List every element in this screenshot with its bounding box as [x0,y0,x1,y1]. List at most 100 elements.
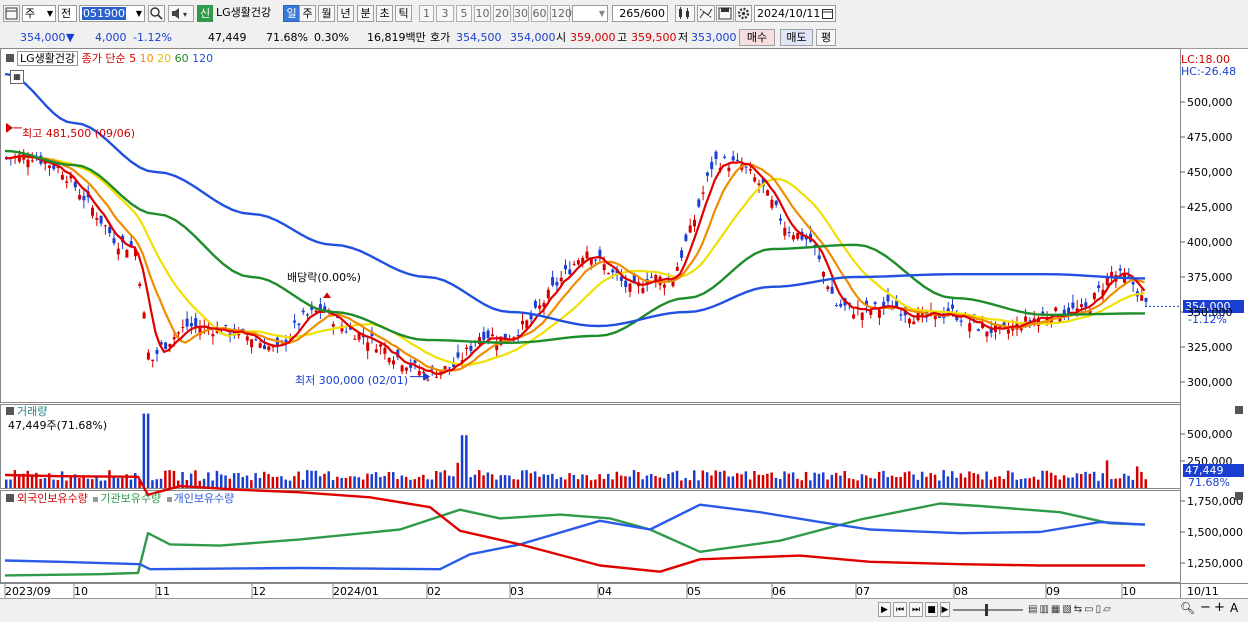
volume-bar [968,471,971,488]
interval-input[interactable]: ▼ [572,5,608,22]
period-tab-5[interactable]: 초 [376,5,393,22]
font-size-button[interactable]: A [1230,601,1239,615]
panel-icon[interactable] [3,5,20,22]
holdings-close-icon[interactable] [1235,492,1243,500]
prev-select[interactable]: 전 [58,5,77,22]
stop-button[interactable]: ■ [925,602,938,617]
settings-button[interactable] [735,5,752,22]
period-tab-1[interactable]: 주 [299,5,316,22]
zoom-in-button[interactable]: + [1214,600,1225,615]
table-toggle-icon[interactable]: ▦ [10,70,24,84]
candle-body [422,371,426,373]
calendar-icon [822,9,833,19]
volume-bar [839,475,842,488]
sell-button[interactable]: 매도 [780,29,813,46]
count-total: /600 [640,7,665,20]
x-axis-label-7: 04 [598,585,612,598]
volume-close-icon[interactable] [1235,406,1243,414]
volume-bar [1049,472,1053,488]
candle-body [830,286,834,294]
volume-bar [357,477,361,488]
volume-bar [267,474,270,488]
line-tools-button[interactable] [697,5,715,22]
volume-bar [383,475,386,488]
search-button[interactable] [148,5,165,22]
holdings-tick-2: 1,500,000 [1187,526,1243,539]
volume-bar [396,479,399,488]
candle-body [650,276,653,278]
interval-button-3[interactable]: 10 [474,5,491,22]
volume-bar [615,471,619,488]
individual-holdings-line [4,503,1146,571]
period-tab-4[interactable]: 분 [357,5,374,22]
candle-body [817,255,821,260]
candle-body [73,181,77,188]
candle-body [400,365,404,372]
interval-button-7[interactable]: 120 [550,5,572,22]
scroll-last-button[interactable]: ⏭ [909,602,923,617]
interval-button-0[interactable]: 1 [419,5,434,22]
volume-bar [817,473,821,488]
interval-button-4[interactable]: 20 [493,5,511,22]
buy-button[interactable]: 매수 [739,29,775,46]
volume-bar [568,473,571,488]
zoom-out-button[interactable]: − [1200,600,1211,615]
stock-code-value: 051900 [82,7,126,20]
candle-body [521,320,524,325]
candle-body [447,367,451,369]
price-tick-0: 500,000 [1187,96,1233,109]
volume-bar [933,474,937,488]
scroll-right-button[interactable]: ▶ [878,602,891,617]
candle-body [787,231,791,233]
x-axis-label-12: 09 [1046,585,1060,598]
view-options-icons[interactable]: ▤▥▦▧⇆▭▯▱ [1028,604,1113,615]
candle-body [1002,322,1006,327]
play-button[interactable]: ▶ [940,602,950,617]
zoom-icon[interactable]: 🔍︎ [1180,601,1196,615]
volume-bar [508,475,511,488]
speaker-icon: ▾ [172,8,187,19]
volume-bar [890,475,894,488]
save-button[interactable] [716,5,734,22]
volume-bar [478,470,481,488]
stock-chart[interactable] [0,48,1248,598]
down-arrow-icon: ▼ [66,31,75,44]
low-price: 353,000 [691,31,737,44]
period-tab-6[interactable]: 틱 [395,5,412,22]
new-badge: 신 [197,5,213,22]
candle-body [619,276,623,281]
candle-body [293,320,297,323]
interval-button-1[interactable]: 3 [436,5,454,22]
volume-bar [667,473,670,488]
price-tick-4: 400,000 [1187,236,1233,249]
volume-bar [138,480,141,488]
period-tab-3[interactable]: 년 [337,5,354,22]
volume-bar [344,478,348,488]
interval-button-6[interactable]: 60 [531,5,548,22]
candle-body [998,326,1002,328]
volume-bar [886,477,889,488]
view-mode-select[interactable]: 주 ▼ [22,5,56,22]
volume-bar [293,476,296,488]
volume-bar [594,479,597,488]
volume-panel [0,404,1181,489]
scroll-first-button[interactable]: ⏮ [893,602,907,617]
eval-button[interactable]: 평 [816,29,836,46]
zoom-slider-handle[interactable] [985,604,988,616]
date-input[interactable]: 2024/10/11 [754,5,836,22]
volume-bar [542,474,545,488]
period-tab-2[interactable]: 월 [318,5,335,22]
chart-tools-button[interactable] [675,5,695,22]
candle-body [701,192,705,194]
volume-bar [994,476,997,488]
interval-button-5[interactable]: 30 [513,5,529,22]
sound-button[interactable]: ▾ [168,5,194,22]
period-tab-0[interactable]: 일 [283,5,300,22]
zoom-slider[interactable] [953,604,1023,616]
stock-code-input[interactable]: 051900 ▼ [79,5,145,22]
volume-bar [5,479,8,488]
volume-bar [473,474,477,488]
count-display[interactable]: 265/600 [612,5,668,22]
interval-button-2[interactable]: 5 [456,5,472,22]
volume-bar [1080,474,1083,488]
